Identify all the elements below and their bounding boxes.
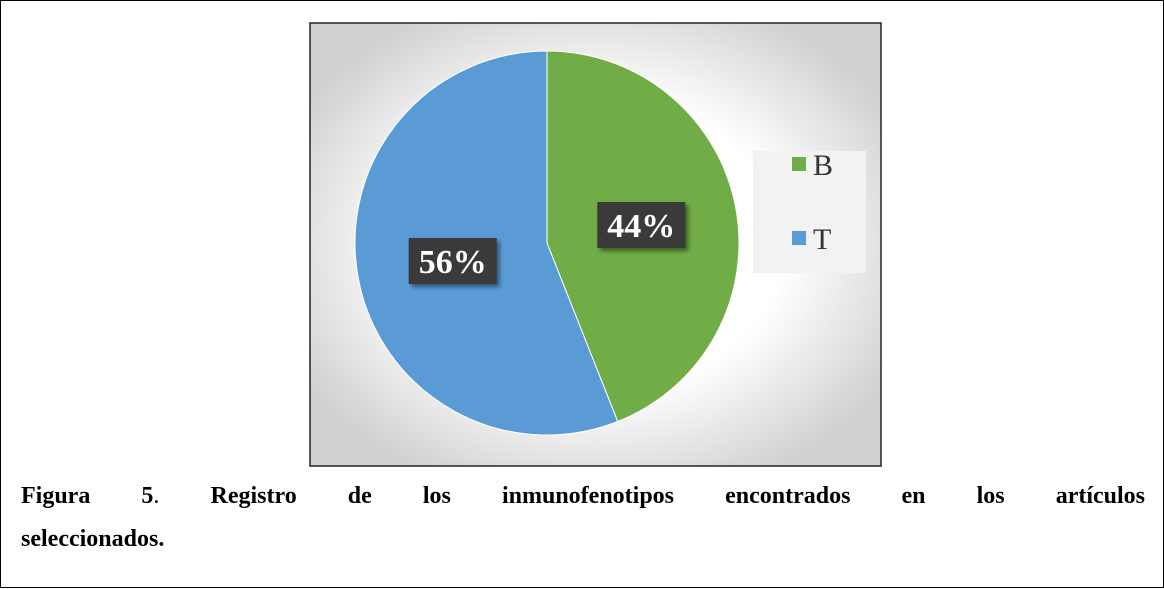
- legend-label: T: [813, 223, 831, 256]
- caption-label: Figura 5: [21, 483, 154, 509]
- caption-text: Registro de los inmunofenotipos encontra…: [210, 483, 1146, 509]
- caption-continuation: seleccionados.: [21, 526, 165, 552]
- data-label: 56%: [419, 244, 487, 281]
- data-label-box: [408, 237, 497, 284]
- legend-swatch: [792, 231, 806, 245]
- caption-separator: .: [153, 483, 160, 509]
- caption-line: Figura 5. Registro de los inmunofenotipo…: [21, 483, 1145, 510]
- legend-label: B: [813, 149, 833, 182]
- legend-box: [753, 151, 866, 273]
- legend-swatch: [792, 157, 806, 171]
- data-label-box: [597, 202, 686, 249]
- data-label: 44%: [607, 208, 675, 245]
